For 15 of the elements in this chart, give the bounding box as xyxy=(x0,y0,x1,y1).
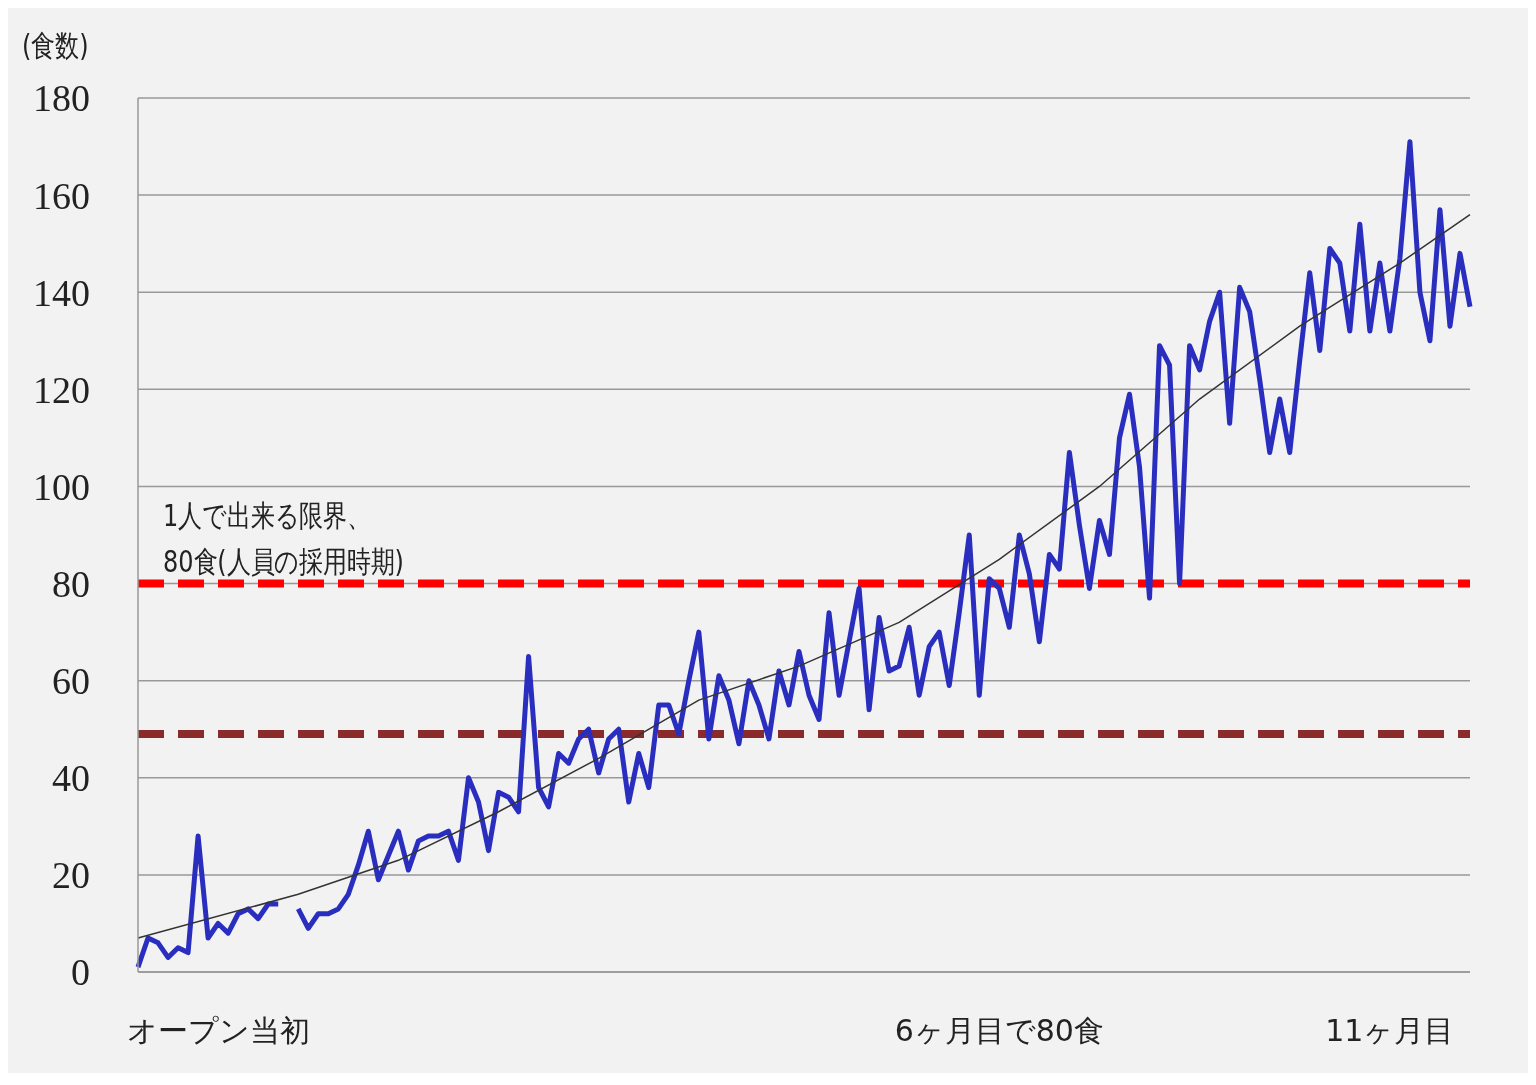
x-tick-label: 6ヶ月目で80食 xyxy=(894,1013,1104,1049)
y-tick-label: 0 xyxy=(71,951,90,994)
y-tick-label: 100 xyxy=(33,465,90,508)
y-tick-label: 40 xyxy=(52,757,90,800)
y-tick-label: 140 xyxy=(33,271,90,314)
ref-line-label: 1人で出来る限界、 80食(人員の採用時期) xyxy=(163,497,404,579)
x-tick-label: 11ヶ月目 xyxy=(1325,1013,1455,1049)
y-tick-label: 80 xyxy=(52,563,90,606)
y-axis-title: (食数) xyxy=(22,27,89,65)
y-tick-label: 20 xyxy=(52,854,90,897)
x-tick-label: オープン当初 xyxy=(126,1013,310,1049)
y-tick-label: 160 xyxy=(33,174,90,217)
y-tick-label: 120 xyxy=(33,368,90,411)
y-tick-label: 60 xyxy=(52,660,90,703)
y-tick-label: 180 xyxy=(33,77,90,120)
